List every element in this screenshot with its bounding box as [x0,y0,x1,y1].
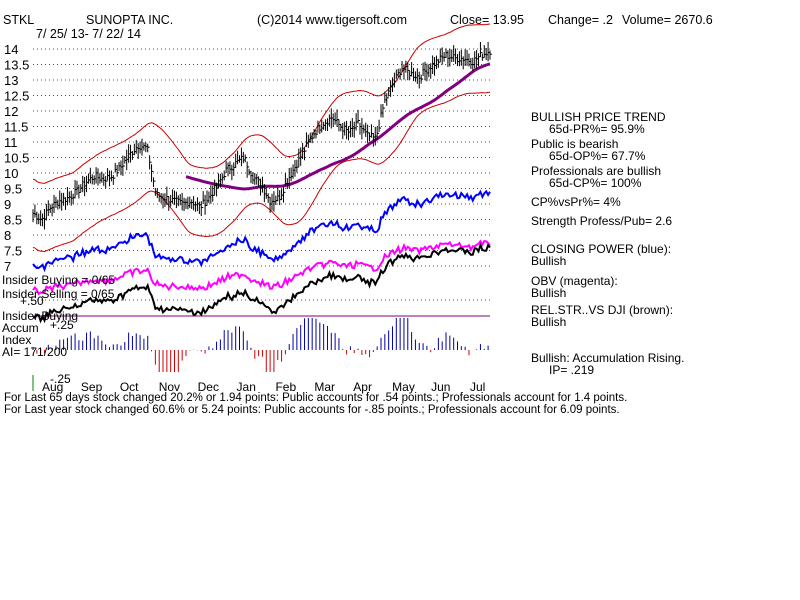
insider-buying-label-2: Insider Buying [2,309,78,323]
ma-50 [185,62,491,191]
level-plus-25: +.25 [50,318,74,332]
month-label: Oct [120,380,139,394]
month-label: Aug [42,380,63,394]
y-tick-label: 13.5 [4,58,29,73]
month-label: Jul [470,380,485,394]
moving-average-line [185,62,491,191]
y-tick-label: 14 [4,42,18,57]
month-label: Apr [353,380,372,394]
closing-power-line [32,189,491,273]
date-range: 7/ 25/ 13- 7/ 22/ 14 [36,27,141,41]
month-label: Jun [431,380,450,394]
side-panel-line: Bullish [531,315,566,329]
y-tick-label: 11 [4,135,18,150]
insider-buying-label: Insider Buying = 0/65 [2,273,115,287]
y-tick-label: 11.5 [4,120,28,135]
change-value: Change= .2 [548,13,613,27]
bollinger-bands [32,23,491,253]
side-panel-line: 65d-CP%= 100% [549,176,642,190]
accum-label: Accum [2,321,39,335]
side-panel-line: IP= .219 [549,363,594,377]
y-tick-label: 12.5 [4,89,29,104]
price-bars [32,41,492,230]
side-panel-line: 65d-OP%= 67.7% [549,149,646,163]
side-panel-line: Bullish: Accumulation Rising. [531,351,684,365]
side-panel-line: CLOSING POWER (blue): [531,242,671,256]
month-label: Dec [198,380,219,394]
month-label: Feb [275,380,296,394]
side-panel-line: Public is bearish [531,137,618,151]
y-tick-label: 13 [4,73,18,88]
footer-line-2: For Last year stock changed 60.6% or 5.2… [4,404,620,416]
level-minus-25: -.25 [50,372,71,386]
y-tick-label: 8.5 [4,213,22,228]
index-label: Index [2,333,31,347]
rel-strength-line [33,242,491,324]
ticker: STKL [3,13,34,27]
footer-line-1: For Last 65 days stock changed 20.2% or … [4,392,627,404]
ai-label: AI= 171/200 [2,345,67,359]
month-label: Jan [237,380,256,394]
side-panel-line: Strength Profess/Pub= 2.6 [531,214,672,228]
insider-selling-label: Insider Selling = 0/65 [2,287,115,301]
side-panel-line: Bullish [531,254,566,268]
month-label: May [392,380,415,394]
obv-line [32,239,491,296]
lower-band [32,91,491,253]
y-tick-label: 7.5 [4,244,22,259]
side-panel-line: Bullish [531,286,566,300]
side-panel-line: CP%vsPr%= 4% [531,195,621,209]
side-panel-line: OBV (magenta): [531,274,618,288]
close-value: Close= 13.95 [450,13,524,27]
closing-power [32,189,491,273]
volume-value: Volume= 2670.6 [622,13,713,27]
month-label: Mar [314,380,335,394]
level-plus-50: +.50 [20,294,44,308]
y-tick-label: 10 [4,166,18,181]
side-panel-line: REL.STR..VS DJI (brown): [531,303,673,317]
side-panel-line: BULLISH PRICE TREND [531,110,666,124]
company-name: SUNOPTA INC. [86,13,173,27]
month-axis-labels: Aug Sep Oct Nov Dec Jan Feb Mar Apr May Jun Jul [32,375,485,394]
y-tick-label: 7 [4,259,11,274]
y-tick-label: 9.5 [4,182,22,197]
upper-band [32,23,491,184]
month-label: Nov [159,380,180,394]
copyright: (C)2014 www.tigersoft.com [257,13,407,27]
y-tick-label: 12 [4,104,18,119]
price-gridlines [33,48,490,317]
month-label: Sep [81,380,103,394]
y-tick-label: 9 [4,197,11,212]
side-panel-line: 65d-PR%= 95.9% [549,122,645,136]
side-panel-line: Professionals are bullish [531,164,661,178]
y-tick-label: 8 [4,228,11,243]
y-tick-label: 10.5 [4,151,29,166]
accumulation-index-histogram [32,318,489,372]
rel-strength [33,242,491,324]
obv [32,239,491,296]
